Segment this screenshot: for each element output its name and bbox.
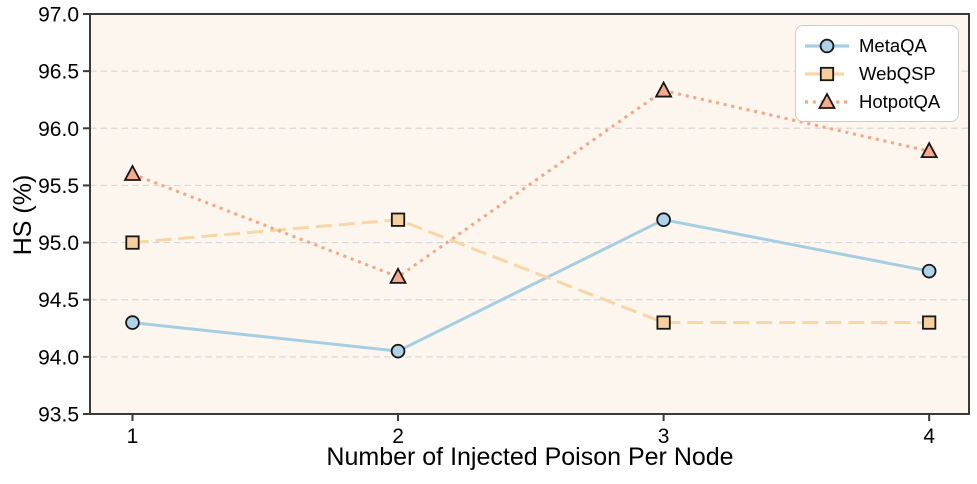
y-tick-label: 94.0 <box>38 346 79 369</box>
x-tick-label: 3 <box>658 425 670 448</box>
legend-sample-hotpotqa <box>805 91 849 109</box>
legend-label: MetaQA <box>859 34 927 56</box>
legend-item-webqsp: WebQSP <box>804 61 948 86</box>
y-axis-title: HS (%) <box>9 174 37 256</box>
marker-circle-metaqa <box>921 263 937 279</box>
x-tick-label: 1 <box>127 425 139 448</box>
marker-triangle-hotpotqa <box>654 80 673 98</box>
series-line-metaqa <box>132 218 930 353</box>
marker-circle-metaqa <box>390 343 406 359</box>
legend-item-metaqa: MetaQA <box>804 33 948 58</box>
marker-square-webqsp <box>390 212 406 227</box>
marker-circle-metaqa <box>125 315 140 330</box>
marker-square-webqsp <box>656 315 671 330</box>
legend-marker-triangle <box>817 91 837 109</box>
x-axis-title: Number of Injected Poison Per Node <box>326 443 734 471</box>
x-tick-label: 2 <box>392 425 404 448</box>
x-tick-label: 4 <box>923 425 935 448</box>
series-line-hotpotqa <box>131 88 930 279</box>
y-tick-label: 94.5 <box>38 289 79 312</box>
marker-circle-metaqa <box>656 212 671 228</box>
marker-triangle-hotpotqa <box>389 266 408 284</box>
y-tick-label: 97.0 <box>38 4 79 27</box>
legend-label: WebQSP <box>859 62 936 84</box>
legend-item-hotpotqa: HotpotQA <box>804 89 948 114</box>
marker-triangle-hotpotqa <box>920 141 939 159</box>
y-tick-label: 93.5 <box>38 404 79 427</box>
marker-square-webqsp <box>125 235 140 250</box>
plot-border <box>89 13 970 415</box>
legend-marker-circle <box>819 38 835 53</box>
legend-label: HotpotQA <box>859 90 941 112</box>
y-tick-label: 95.5 <box>38 175 79 198</box>
marker-square-webqsp <box>922 315 937 330</box>
y-tick-label: 96.0 <box>38 118 79 141</box>
legend: MetaQA WebQSP HotpotQA <box>795 25 959 122</box>
legend-sample-webqsp <box>805 66 849 81</box>
y-tick-label: 96.5 <box>38 61 79 84</box>
marker-triangle-hotpotqa <box>123 164 142 181</box>
y-tick-label: 95.0 <box>38 232 79 255</box>
legend-sample-metaqa <box>805 38 849 53</box>
legend-marker-square <box>819 66 835 81</box>
